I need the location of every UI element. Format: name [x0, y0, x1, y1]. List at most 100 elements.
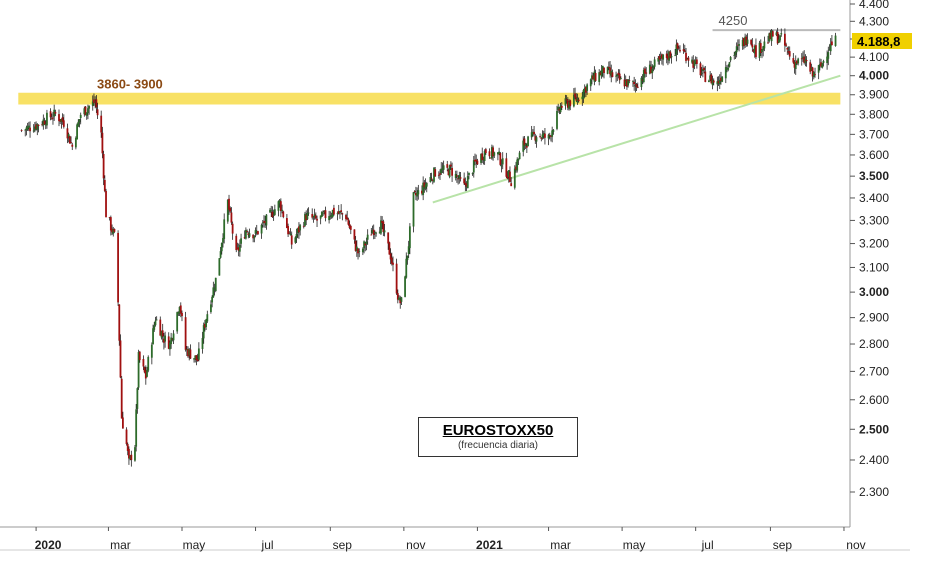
x-tick-label: may: [183, 538, 206, 552]
candle-body: [586, 84, 589, 91]
candle-body: [405, 258, 408, 278]
candle-body: [577, 99, 580, 102]
candle-body: [716, 81, 719, 85]
candle-body: [240, 238, 242, 244]
candle-body: [513, 168, 516, 188]
candle-body: [261, 222, 264, 224]
candle-body: [733, 55, 736, 56]
candle-body: [78, 119, 81, 123]
candle-body: [331, 209, 334, 217]
candle-body: [489, 157, 492, 159]
candle-body: [20, 130, 23, 131]
candle-body: [753, 46, 756, 54]
candle-body: [632, 81, 634, 82]
candle-body: [255, 231, 258, 232]
candle-body: [50, 118, 53, 120]
candle-body: [399, 299, 402, 304]
candle-body: [466, 176, 469, 189]
candle-body: [371, 230, 374, 234]
candle-body: [560, 105, 563, 108]
candle-body: [758, 42, 761, 58]
candle-body: [355, 246, 358, 251]
candle-body: [786, 48, 789, 50]
candle-body: [744, 36, 746, 45]
candle-body: [298, 226, 300, 233]
candle-body: [54, 111, 57, 114]
candle-body: [324, 210, 327, 219]
x-tick-label: nov: [406, 538, 425, 552]
y-tick-label: 3.100: [859, 260, 889, 274]
x-tick-label: jul: [261, 538, 274, 552]
candle-body: [642, 69, 645, 83]
candle-body: [700, 72, 703, 74]
candle-body: [299, 225, 302, 231]
candle-body: [425, 183, 428, 187]
candle-body: [488, 151, 491, 157]
candle-body: [181, 312, 183, 317]
candle-body: [566, 100, 569, 108]
candle-body: [674, 55, 677, 57]
candle-body: [136, 388, 139, 409]
candle-body: [667, 56, 669, 60]
candle-body: [653, 59, 656, 67]
candle-body: [281, 209, 283, 211]
x-tick-label: mar: [110, 538, 131, 552]
candle-body: [441, 169, 444, 170]
candle-body: [366, 234, 369, 240]
candle-body: [535, 137, 538, 142]
candle-body: [686, 58, 689, 60]
candle-body: [333, 207, 335, 215]
candle-body: [93, 99, 95, 104]
candle-body: [692, 60, 695, 68]
candle-body: [456, 175, 458, 177]
candle-body: [388, 242, 391, 255]
candle-body: [365, 241, 368, 244]
candle-body: [46, 112, 48, 126]
candle-body: [709, 75, 712, 80]
candle-body: [345, 215, 347, 220]
candle-body: [62, 120, 65, 127]
candle-body: [442, 165, 445, 170]
y-tick-label: 4.000: [859, 69, 889, 83]
candle-body: [74, 137, 77, 148]
candle-body: [49, 111, 52, 118]
candle-body: [372, 229, 375, 235]
candle-body: [77, 121, 80, 127]
candle-body: [558, 108, 561, 111]
candle-body: [651, 68, 654, 74]
candle-body: [518, 152, 521, 160]
candle-body: [547, 134, 550, 139]
y-tick-label: 4.400: [859, 0, 889, 11]
candle-body: [729, 57, 732, 61]
candle-body: [675, 44, 678, 55]
candle-body: [61, 117, 64, 122]
candle-body: [788, 51, 791, 57]
candle-body: [58, 114, 60, 122]
candle-body: [500, 165, 503, 167]
candle-body: [287, 226, 289, 235]
candle-body: [137, 352, 140, 388]
y-tick-label: 2.900: [859, 311, 889, 325]
candle-body: [295, 234, 298, 238]
candle-body: [348, 223, 351, 228]
candle-body: [736, 44, 739, 46]
resistance-zone: [18, 92, 841, 105]
x-tick-label: nov: [846, 538, 865, 552]
candle-body: [252, 234, 255, 239]
candle-body: [35, 124, 37, 130]
candle-body: [817, 65, 820, 73]
candle-body: [615, 75, 617, 77]
candle-body: [381, 220, 384, 223]
candle-body: [171, 338, 174, 340]
candle-body: [164, 335, 167, 342]
candle-body: [527, 136, 529, 147]
candle-body: [704, 71, 707, 82]
candle-body: [691, 59, 693, 63]
candle-body: [557, 106, 560, 111]
candle-body: [568, 102, 570, 109]
candle-body: [821, 63, 824, 68]
candle-body: [750, 39, 753, 45]
candle-body: [822, 60, 825, 63]
candle-body: [717, 81, 720, 84]
